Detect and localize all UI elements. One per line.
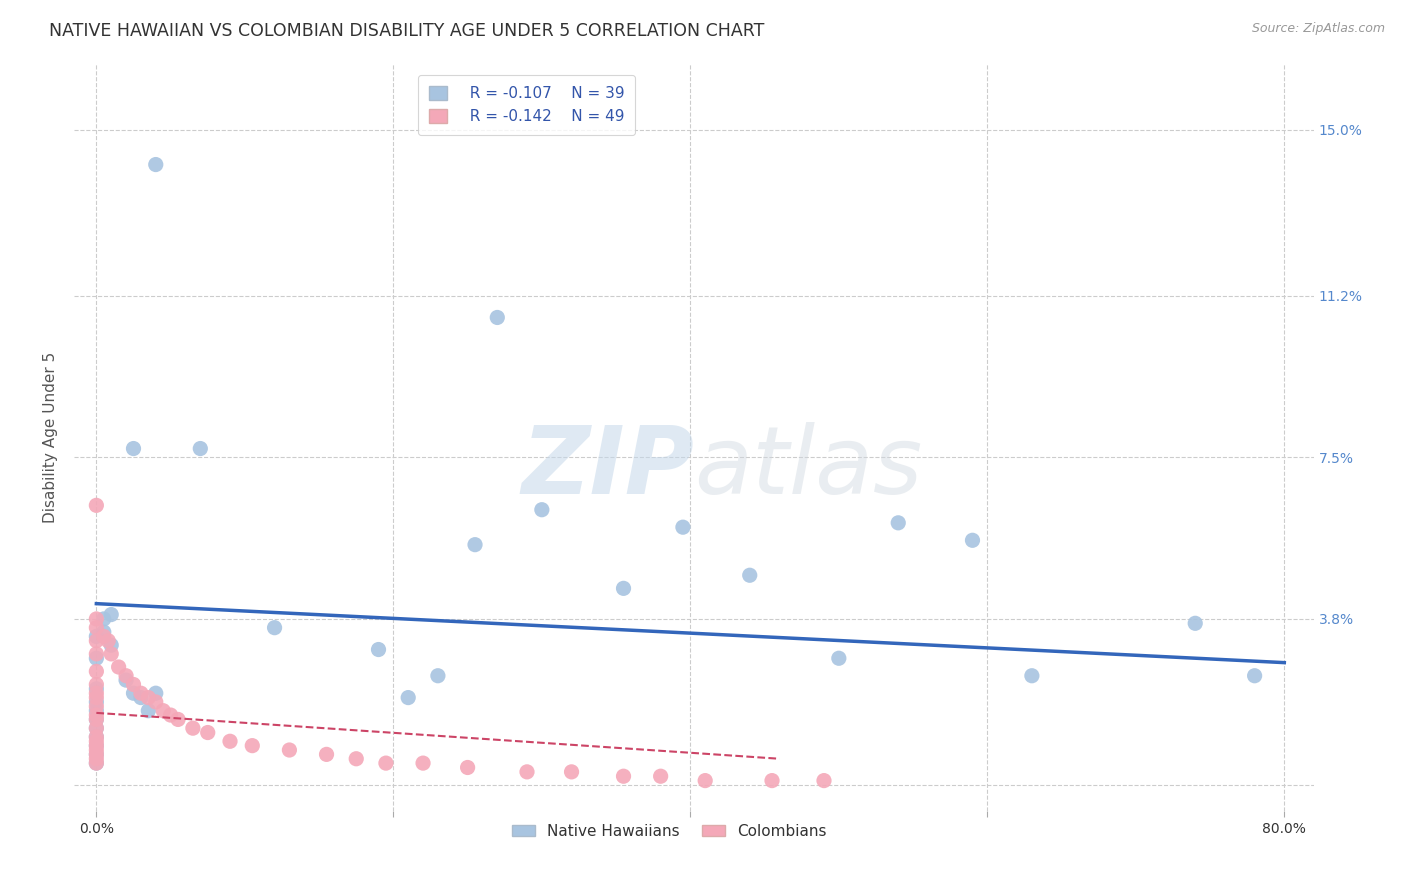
Point [97, 633, 120, 648]
Point [887, 516, 910, 530]
Point [738, 568, 761, 582]
Point [612, 582, 634, 596]
Point [86, 739, 108, 753]
Point [457, 760, 479, 774]
Point [138, 690, 160, 705]
Point [86, 499, 108, 513]
Point [86, 734, 108, 748]
Point [86, 699, 108, 714]
Point [86, 756, 108, 771]
Point [412, 756, 434, 771]
Point [93, 612, 115, 626]
Point [86, 756, 108, 771]
Point [1021, 669, 1043, 683]
Point [240, 739, 263, 753]
Point [122, 686, 145, 700]
Point [122, 442, 145, 456]
Point [167, 713, 190, 727]
Point [86, 739, 108, 753]
Point [761, 773, 783, 788]
Point [813, 773, 835, 788]
Point [219, 734, 242, 748]
Point [86, 704, 108, 718]
Point [464, 538, 486, 552]
Point [695, 773, 717, 788]
Point [1243, 669, 1265, 683]
Point [100, 638, 122, 652]
Point [561, 764, 583, 779]
Point [530, 502, 553, 516]
Point [344, 752, 367, 766]
Text: Source: ZipAtlas.com: Source: ZipAtlas.com [1251, 22, 1385, 36]
Point [122, 677, 145, 691]
Text: ZIP: ZIP [522, 422, 695, 514]
Point [86, 633, 108, 648]
Point [86, 612, 108, 626]
Point [962, 533, 984, 548]
Point [86, 743, 108, 757]
Text: atlas: atlas [695, 422, 922, 513]
Point [86, 695, 108, 709]
Point [86, 629, 108, 643]
Point [181, 721, 204, 735]
Point [100, 607, 122, 622]
Point [93, 629, 115, 643]
Point [86, 708, 108, 723]
Legend: Native Hawaiians, Colombians: Native Hawaiians, Colombians [506, 817, 832, 845]
Text: NATIVE HAWAIIAN VS COLOMBIAN DISABILITY AGE UNDER 5 CORRELATION CHART: NATIVE HAWAIIAN VS COLOMBIAN DISABILITY … [49, 22, 765, 40]
Point [86, 651, 108, 665]
Point [138, 704, 160, 718]
Point [650, 769, 672, 783]
Point [115, 669, 138, 683]
Point [516, 764, 538, 779]
Point [129, 690, 152, 705]
Point [672, 520, 695, 534]
Point [315, 747, 337, 762]
Point [86, 747, 108, 762]
Point [145, 157, 167, 171]
Point [93, 625, 115, 640]
Point [107, 660, 129, 674]
Point [86, 677, 108, 691]
Point [197, 725, 219, 739]
Point [86, 665, 108, 679]
Point [152, 704, 174, 718]
Point [1184, 616, 1206, 631]
Point [86, 686, 108, 700]
Point [263, 621, 285, 635]
Point [374, 756, 396, 771]
Point [486, 310, 509, 325]
Point [86, 721, 108, 735]
Point [100, 647, 122, 661]
Point [612, 769, 634, 783]
Point [828, 651, 851, 665]
Point [145, 686, 167, 700]
Point [86, 647, 108, 661]
Point [86, 621, 108, 635]
Point [278, 743, 301, 757]
Point [396, 690, 419, 705]
Point [86, 747, 108, 762]
Point [188, 442, 211, 456]
Point [86, 713, 108, 727]
Point [86, 681, 108, 696]
Point [367, 642, 389, 657]
Point [159, 708, 181, 723]
Point [86, 752, 108, 766]
Point [86, 713, 108, 727]
Point [86, 690, 108, 705]
Point [129, 686, 152, 700]
Point [86, 730, 108, 744]
Point [145, 695, 167, 709]
Point [86, 730, 108, 744]
Point [426, 669, 449, 683]
Y-axis label: Disability Age Under 5: Disability Age Under 5 [44, 352, 58, 524]
Point [86, 721, 108, 735]
Point [115, 673, 138, 687]
